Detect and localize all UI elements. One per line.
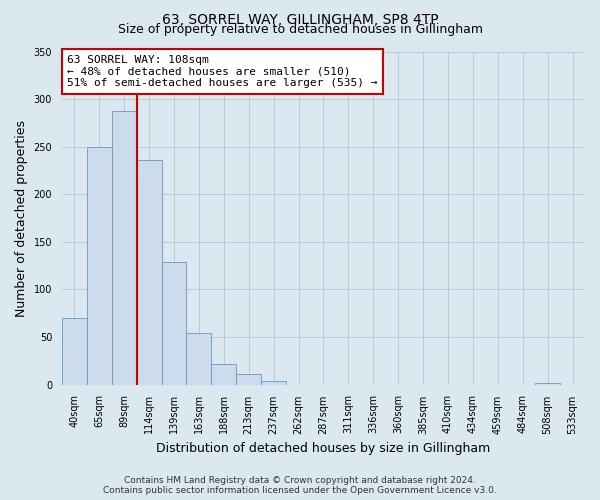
Bar bbox=[236, 374, 261, 384]
Y-axis label: Number of detached properties: Number of detached properties bbox=[15, 120, 28, 316]
Text: Size of property relative to detached houses in Gillingham: Size of property relative to detached ho… bbox=[118, 22, 482, 36]
Bar bbox=[535, 382, 560, 384]
Bar bbox=[112, 112, 137, 384]
Text: Contains HM Land Registry data © Crown copyright and database right 2024.
Contai: Contains HM Land Registry data © Crown c… bbox=[103, 476, 497, 495]
X-axis label: Distribution of detached houses by size in Gillingham: Distribution of detached houses by size … bbox=[157, 442, 491, 455]
Bar bbox=[261, 381, 286, 384]
Bar bbox=[211, 364, 236, 384]
Bar bbox=[187, 333, 211, 384]
Bar bbox=[137, 160, 161, 384]
Bar bbox=[62, 318, 87, 384]
Bar bbox=[87, 146, 112, 384]
Text: 63, SORREL WAY, GILLINGHAM, SP8 4TP: 63, SORREL WAY, GILLINGHAM, SP8 4TP bbox=[161, 12, 439, 26]
Bar bbox=[161, 262, 187, 384]
Text: 63 SORREL WAY: 108sqm
← 48% of detached houses are smaller (510)
51% of semi-det: 63 SORREL WAY: 108sqm ← 48% of detached … bbox=[67, 55, 377, 88]
